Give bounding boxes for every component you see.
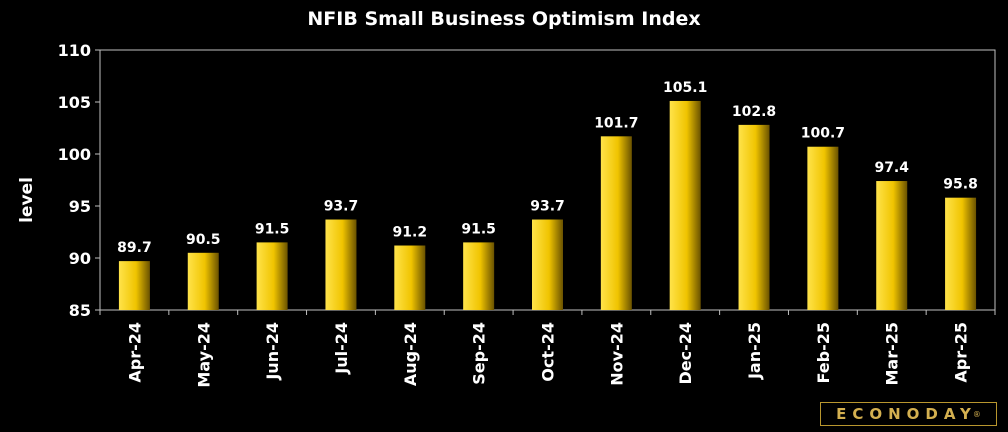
data-label: 89.7 [117,240,152,256]
x-tick-label: May-24 [194,322,213,388]
data-label: 91.2 [393,225,428,241]
y-tick-label: 100 [58,145,91,164]
x-tick-label: Oct-24 [539,322,558,382]
x-tick-label: Jun-24 [263,322,282,381]
x-tick-label: Apr-25 [952,322,971,383]
bar [945,197,977,310]
data-label: 93.7 [324,199,359,215]
data-label: 95.8 [943,177,978,193]
logo-registered-mark: ® [972,409,981,419]
x-tick-label: Nov-24 [607,322,626,386]
y-tick-label: 110 [58,41,91,60]
y-tick-label: 90 [69,249,91,268]
logo-text: ECONODAY [836,405,977,423]
bar [532,219,563,310]
data-label: 93.7 [530,199,565,215]
y-tick-label: 95 [69,197,91,216]
bar [256,242,288,310]
x-tick-label: Feb-25 [814,322,833,384]
data-label: 102.8 [732,104,776,120]
bar [394,245,426,310]
bar [187,252,219,310]
x-tick-label: Jul-24 [332,322,351,375]
bar [325,219,357,310]
data-label: 91.5 [461,221,496,237]
y-tick-label: 105 [58,93,91,112]
chart-title: NFIB Small Business Optimism Index [307,8,701,30]
data-label: 101.7 [594,115,638,131]
bar [876,181,908,310]
data-label: 90.5 [186,232,221,248]
bar [463,242,495,310]
data-label: 105.1 [663,80,707,96]
bar [669,100,701,311]
data-label: 100.7 [801,126,845,142]
x-tick-label: Apr-24 [125,322,144,383]
y-tick-label: 85 [69,301,91,320]
econoday-logo: ECONODAY ® [820,402,997,426]
x-tick-label: Dec-24 [676,322,695,385]
data-label: 97.4 [874,160,909,176]
x-tick-label: Mar-25 [883,322,902,386]
bar [807,146,839,310]
bar [738,124,770,310]
x-tick-label: Sep-24 [470,322,489,385]
data-label: 91.5 [255,221,290,237]
bar [600,136,632,310]
x-tick-label: Aug-24 [401,322,420,386]
bar [118,261,150,310]
x-tick-label: Jan-25 [745,322,764,380]
